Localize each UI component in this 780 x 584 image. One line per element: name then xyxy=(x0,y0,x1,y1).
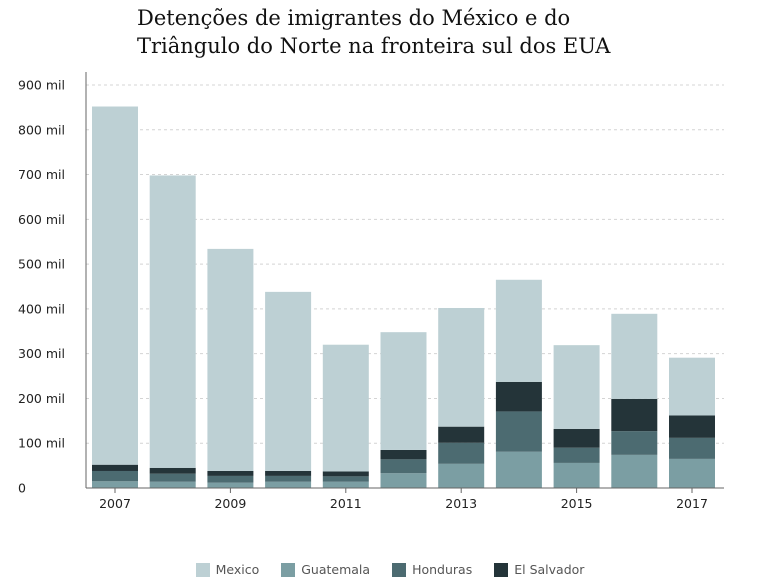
x-tick-label: 2015 xyxy=(561,496,593,511)
y-tick-label: 300 mil xyxy=(18,346,65,361)
bar-el-salvador xyxy=(438,426,485,443)
bar-honduras xyxy=(438,442,485,464)
bar-guatemala xyxy=(207,482,254,488)
y-tick-label: 600 mil xyxy=(18,212,65,227)
legend-label: El Salvador xyxy=(514,562,585,577)
bar-guatemala xyxy=(611,454,658,488)
bar-guatemala xyxy=(92,481,138,488)
legend-item: El Salvador xyxy=(494,562,584,577)
bar-honduras xyxy=(380,459,427,474)
bar-guatemala xyxy=(495,451,542,488)
bar-mexico xyxy=(207,248,254,471)
bar-mexico xyxy=(265,291,312,471)
bar-guatemala xyxy=(265,481,312,488)
bar-el-salvador xyxy=(611,398,658,432)
bar-el-salvador xyxy=(149,467,196,474)
x-tick-label: 2007 xyxy=(99,496,131,511)
bar-honduras xyxy=(322,476,369,482)
bar-el-salvador xyxy=(322,471,369,477)
bar-mexico xyxy=(611,313,658,399)
legend-label: Guatemala xyxy=(301,562,371,577)
bar-mexico xyxy=(495,279,542,382)
bar-mexico xyxy=(438,307,485,427)
bar-honduras xyxy=(92,470,138,482)
bar-guatemala xyxy=(149,481,196,488)
bar-guatemala xyxy=(438,463,485,488)
legend-swatch xyxy=(281,562,296,577)
y-tick-label: 500 mil xyxy=(18,257,65,272)
x-tick-label: 2009 xyxy=(214,496,246,511)
bar-mexico xyxy=(669,357,715,416)
legend-swatch xyxy=(392,562,407,577)
legend-item: Honduras xyxy=(392,562,472,577)
legend-swatch xyxy=(494,562,509,577)
bar-guatemala xyxy=(553,462,600,488)
bar-honduras xyxy=(207,475,254,483)
y-tick-label: 900 mil xyxy=(18,78,65,93)
bar-mexico xyxy=(149,175,196,468)
bar-guatemala xyxy=(322,481,369,488)
bar-el-salvador xyxy=(495,381,542,412)
bar-mexico xyxy=(553,345,600,429)
chart-legend: Mexico Guatemala Honduras El Salvador xyxy=(0,562,780,577)
bar-el-salvador xyxy=(207,470,254,476)
bar-honduras xyxy=(611,431,658,455)
bar-el-salvador xyxy=(553,428,600,448)
y-tick-label: 700 mil xyxy=(18,167,65,182)
x-tick-label: 2013 xyxy=(445,496,477,511)
bar-guatemala xyxy=(380,473,427,488)
legend-label: Honduras xyxy=(412,562,473,577)
y-tick-label: 200 mil xyxy=(18,391,65,406)
legend-item: Mexico xyxy=(195,562,260,577)
y-tick-label: 800 mil xyxy=(18,122,65,137)
legend-swatch xyxy=(195,562,210,577)
bar-honduras xyxy=(265,475,312,482)
chart-title: Detenções de imigrantes do México e do T… xyxy=(137,4,737,60)
y-tick-label: 0 xyxy=(18,481,26,496)
bar-mexico xyxy=(380,332,427,450)
chart-title-line-2: Triângulo do Norte na fronteira sul dos … xyxy=(137,34,611,58)
chart-title-line-1: Detenções de imigrantes do México e do xyxy=(137,6,571,30)
legend-label: Mexico xyxy=(215,562,260,577)
bar-el-salvador xyxy=(265,470,312,476)
y-tick-label: 400 mil xyxy=(18,301,65,316)
bar-el-salvador xyxy=(669,415,715,438)
bar-honduras xyxy=(669,437,715,459)
bar-mexico xyxy=(322,344,369,472)
bar-honduras xyxy=(553,447,600,463)
legend-item: Guatemala xyxy=(281,562,370,577)
y-tick-label: 100 mil xyxy=(18,436,65,451)
x-tick-label: 2017 xyxy=(676,496,708,511)
bar-el-salvador xyxy=(380,449,427,460)
bar-honduras xyxy=(149,473,196,482)
bar-guatemala xyxy=(669,458,715,488)
bar-mexico xyxy=(92,106,138,465)
x-tick-label: 2011 xyxy=(330,496,362,511)
bar-honduras xyxy=(495,411,542,452)
bar-el-salvador xyxy=(92,464,138,471)
